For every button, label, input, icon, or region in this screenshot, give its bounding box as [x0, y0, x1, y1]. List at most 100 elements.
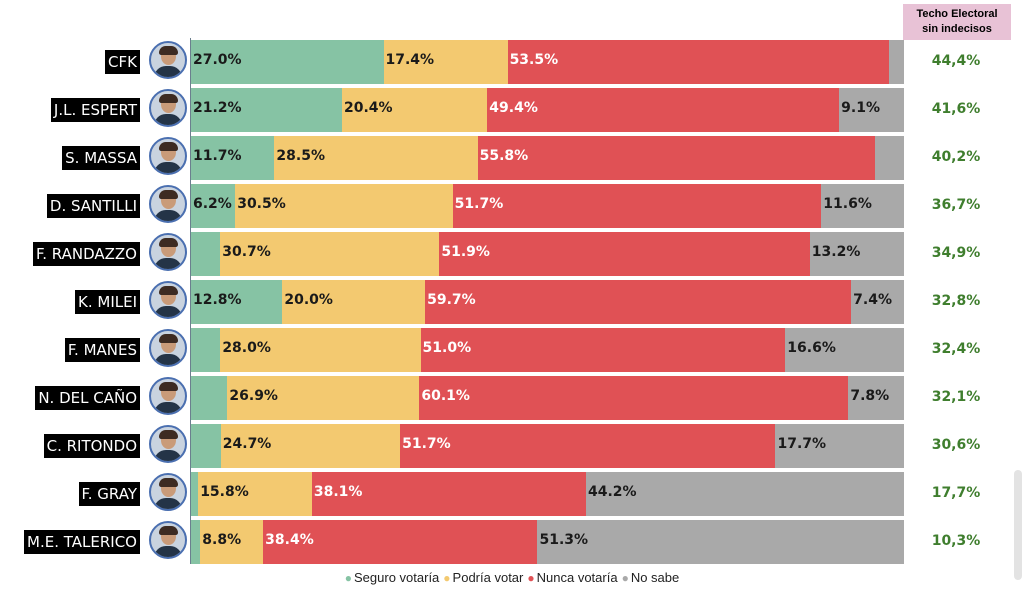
bar-row: N. DEL CAÑO 26.9% 60.1% 7.8% 32,1% [0, 376, 1024, 420]
candidate-avatar [149, 137, 187, 175]
legend-label: Seguro votaría [354, 570, 440, 585]
bar-segment-nosabe [785, 328, 904, 372]
bar-segment-nunca [263, 520, 538, 564]
legend-dot: ● [527, 571, 535, 585]
data-label: 17.7% [777, 436, 827, 452]
ceiling-value: 36,7% [931, 197, 981, 213]
data-label: 11.6% [823, 196, 872, 212]
ceiling-value: 32,1% [931, 389, 981, 405]
data-label: 38.1% [313, 484, 363, 500]
data-label: 8.8% [202, 532, 242, 548]
bar-segment-nunca [400, 424, 776, 468]
bar-row: M.E. TALERICO 8.8% 38.4% 51.3% 10,3% [0, 520, 1024, 564]
data-label: 51.3% [539, 532, 589, 548]
bar-segment-podria [383, 40, 508, 84]
bar-segment-nosabe [889, 40, 904, 84]
data-label: 26.9% [229, 388, 278, 404]
avatar-hair [159, 190, 178, 199]
bar-row: D. SANTILLI 6.2% 30.5% 51.7% 11.6% 36,7% [0, 184, 1024, 228]
bar-segment-seguro [191, 520, 201, 564]
bar-track: 12.8% 20.0% 59.7% 7.4% [191, 280, 904, 324]
bar-track: 6.2% 30.5% 51.7% 11.6% [191, 184, 904, 228]
data-label: 51.7% [402, 436, 451, 452]
bar-segment-podria [342, 88, 488, 132]
bar-track: 8.8% 38.4% 51.3% [191, 520, 904, 564]
legend-label: Podría votar [452, 570, 524, 585]
data-label: 21.2% [193, 100, 242, 116]
legend-dot: ● [621, 571, 629, 585]
bar-row: S. MASSA 11.7% 28.5% 55.8% 40,2% [0, 136, 1024, 180]
avatar-hair [159, 382, 178, 391]
bar-segment-nosabe [875, 136, 904, 180]
data-label: 30.5% [237, 196, 286, 212]
bar-segment-podria [220, 232, 440, 276]
data-label: 6.2% [193, 196, 232, 212]
ceiling-value: 44,4% [931, 53, 981, 69]
candidate-label: N. DEL CAÑO [35, 386, 140, 410]
scrollbar[interactable] [1014, 470, 1022, 580]
candidate-label: S. MASSA [62, 146, 140, 170]
bar-row: F. GRAY 15.8% 38.1% 44.2% 17,7% [0, 472, 1024, 516]
bar-track: 24.7% 51.7% 17.7% [191, 424, 904, 468]
data-label: 55.8% [479, 148, 529, 164]
bar-segment-nosabe [809, 232, 904, 276]
bar-segment-seguro [191, 88, 342, 132]
bar-row: C. RITONDO 24.7% 51.7% 17.7% 30,6% [0, 424, 1024, 468]
bar-segment-nosabe [585, 472, 904, 516]
legend: ● Seguro votaría ● Podría votar ● Nunca votar… [0, 570, 1024, 585]
ceiling-header-line2: sin indecisos [922, 23, 992, 35]
data-label: 53.5% [509, 52, 559, 68]
bar-segment-nosabe [851, 280, 904, 324]
avatar-body [154, 162, 182, 173]
avatar-body [154, 354, 182, 365]
data-label: 51.7% [454, 196, 504, 212]
ceiling-value: 32,4% [931, 341, 981, 357]
avatar-body [154, 546, 182, 557]
data-label: 49.4% [489, 100, 538, 116]
bar-segment-seguro [191, 232, 221, 276]
bar-segment-nunca [439, 232, 810, 276]
candidate-avatar [149, 425, 187, 463]
candidate-label: K. MILEI [75, 290, 140, 314]
data-label: 13.2% [811, 244, 861, 260]
candidate-avatar [149, 473, 187, 511]
data-label: 28.5% [276, 148, 325, 164]
bar-segment-podria [198, 472, 312, 516]
data-label: 60.1% [421, 388, 470, 404]
ceiling-value: 34,9% [931, 245, 981, 261]
data-label: 16.6% [787, 340, 836, 356]
legend-dot: ● [443, 571, 451, 585]
data-label: 15.8% [200, 484, 249, 500]
bar-segment-nosabe [839, 88, 904, 132]
legend-dot: ● [344, 571, 353, 585]
bar-track: 28.0% 51.0% 16.6% [191, 328, 904, 372]
legend-label: No sabe [630, 570, 680, 585]
avatar-hair [159, 526, 178, 535]
bar-segment-nunca [311, 472, 586, 516]
bar-segment-seguro [191, 376, 228, 420]
bar-segment-nunca [419, 376, 849, 420]
ceiling-value: 32,8% [931, 293, 981, 309]
avatar-hair [159, 238, 178, 247]
bar-segment-seguro [191, 424, 221, 468]
bar-track: 30.7% 51.9% 13.2% [191, 232, 904, 276]
legend-item: ● Seguro votaría [345, 570, 440, 585]
candidate-avatar [149, 41, 187, 79]
bar-row: F. MANES 28.0% 51.0% 16.6% 32,4% [0, 328, 1024, 372]
ceiling-value: 30,6% [931, 437, 981, 453]
avatar-hair [159, 142, 178, 151]
candidate-label: D. SANTILLI [46, 194, 140, 218]
avatar-hair [159, 334, 178, 343]
bar-segment-nosabe [848, 376, 904, 420]
bar-segment-nunca [425, 280, 852, 324]
bar-segment-podria [220, 424, 401, 468]
legend-item: ● No sabe [622, 570, 680, 585]
data-label: 9.1% [841, 100, 880, 116]
bar-segment-podria [274, 136, 478, 180]
data-label: 59.7% [427, 292, 476, 308]
ceiling-value: 17,7% [931, 485, 981, 501]
ceiling-value: 40,2% [931, 149, 981, 165]
bar-segment-nunca [487, 88, 840, 132]
candidate-label: F. MANES [64, 338, 140, 362]
bar-segment-nunca [477, 136, 876, 180]
